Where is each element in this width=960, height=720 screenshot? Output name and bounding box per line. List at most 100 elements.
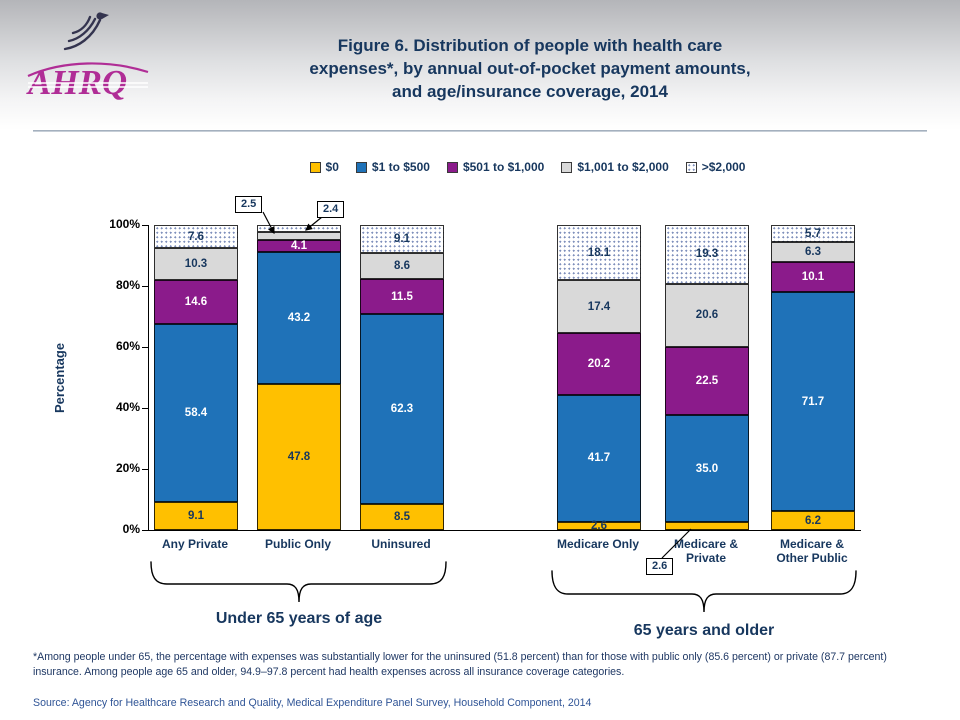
bar-segment <box>257 252 341 385</box>
legend-label: $1,001 to $2,000 <box>577 160 669 174</box>
x-axis-label: Medicare Only <box>556 537 640 551</box>
bar-value-label: 18.1 <box>587 246 611 259</box>
y-axis-title: Percentage <box>52 342 67 414</box>
legend-swatch <box>446 161 458 173</box>
y-axis-tick-label: 0% <box>122 522 140 536</box>
bar-value-label: 41.7 <box>587 452 611 465</box>
y-axis-tick <box>142 224 148 226</box>
callout-box: 2.5 <box>235 196 263 213</box>
bar-value-label: 2.6 <box>591 520 607 533</box>
bar-value-label: 7.6 <box>188 230 204 243</box>
under-65-brace <box>150 561 447 603</box>
bar-value-label: 6.3 <box>805 246 821 258</box>
bar-value-label: 19.3 <box>695 248 719 261</box>
bar-value-label: 9.1 <box>394 232 410 245</box>
bar-segment <box>771 242 855 262</box>
bar-value-label: 62.3 <box>390 403 414 416</box>
bar-segment <box>771 292 855 512</box>
bar-segment <box>360 225 444 253</box>
bar-value-label: 22.5 <box>695 375 719 388</box>
y-axis-tick <box>142 529 148 531</box>
x-axis-label: Medicare & Other Public <box>776 537 848 565</box>
figure-title: Figure 6. Distribution of people with he… <box>100 34 960 103</box>
y-axis-tick <box>142 468 148 470</box>
bar-value-label: 5.7 <box>805 227 821 240</box>
logo-block: AHRQ <box>24 4 184 108</box>
chart-legend: $0 $1 to $500 $501 to $1,000 $1,001 to $2,0… <box>0 160 960 174</box>
hhs-eagle-logo <box>63 12 109 51</box>
legend-item: $1 to $500 <box>355 160 430 174</box>
y-axis-tick <box>142 285 148 287</box>
bar-segment <box>154 225 238 249</box>
bar-segment <box>154 248 238 280</box>
bar-segment <box>665 283 749 347</box>
legend-swatch <box>355 161 367 173</box>
legend-swatch <box>309 161 321 173</box>
bar-segment <box>557 225 641 281</box>
bar-value-label: 9.1 <box>188 510 204 523</box>
group-label-under-65: Under 65 years of age <box>215 610 383 627</box>
bar-value-label: 17.4 <box>587 300 611 313</box>
bar-value-label: 20.6 <box>695 309 719 322</box>
x-axis-label: Public Only <box>264 537 331 551</box>
bar-segment <box>154 502 238 530</box>
group-label-65-older: 65 years and older <box>633 622 775 639</box>
callout-box: 2.6 <box>646 558 674 575</box>
over-65-brace <box>551 570 857 613</box>
ahrq-logo: AHRQ <box>26 62 149 102</box>
bar-value-label: 43.2 <box>287 312 311 325</box>
bar-value-label: 10.3 <box>184 257 208 270</box>
bar-value-label: 8.6 <box>394 259 410 272</box>
legend-item: $1,001 to $2,000 <box>561 160 669 174</box>
bar-segment <box>154 279 238 325</box>
bar-segment <box>665 415 749 523</box>
figure-title-line-1: Figure 6. Distribution of people with he… <box>337 36 723 55</box>
y-axis-tick <box>142 407 148 409</box>
bar-segment <box>771 225 855 243</box>
legend-label: $501 to $1,000 <box>462 160 545 174</box>
legend-label: $0 <box>325 160 339 174</box>
bar-segment <box>557 522 641 530</box>
bar-segment <box>360 504 444 530</box>
bar-value-label: 35.0 <box>695 462 719 475</box>
legend-swatch <box>561 161 573 173</box>
bar-segment <box>154 324 238 503</box>
bar-value-label: 20.2 <box>587 358 611 371</box>
x-axis-label: Any Private <box>161 537 229 551</box>
bar-segment <box>257 239 341 253</box>
legend-swatch <box>685 161 697 173</box>
y-axis-tick-label: 40% <box>115 400 140 414</box>
bar-segment <box>257 232 341 240</box>
bar-value-label: 6.2 <box>805 514 821 527</box>
bar-value-label: 14.6 <box>184 295 208 308</box>
bar-segment <box>360 252 444 279</box>
bar-value-label: 10.1 <box>801 271 825 284</box>
header-divider <box>33 130 927 132</box>
header-banner <box>0 0 960 130</box>
footnote-text: *Among people under 65, the percentage w… <box>33 651 887 678</box>
bar-value-label: 4.1 <box>291 240 307 253</box>
legend-item: $0 <box>309 160 339 174</box>
bar-segment <box>771 511 855 530</box>
bar-value-label: 58.4 <box>184 407 208 420</box>
bar-value-label: 8.5 <box>394 511 410 524</box>
bar-value-label: 47.8 <box>287 451 311 464</box>
bar-segment <box>665 346 749 416</box>
y-axis-tick-label: 80% <box>115 278 140 292</box>
source-text: Source: Agency for Healthcare Research a… <box>33 697 592 709</box>
bar-value-label: 11.5 <box>391 290 413 303</box>
bar-segment <box>557 280 641 334</box>
figure-title-line-2: expenses*, by annual out-of-pocket payme… <box>309 59 751 78</box>
bar-segment <box>360 314 444 505</box>
bar-segment <box>257 384 341 530</box>
legend-label: $1 to $500 <box>371 160 430 174</box>
legend-item: >$2,000 <box>685 160 745 174</box>
callout-box: 2.4 <box>317 201 345 218</box>
plot-area: 9.1 58.4 14.6 10.3 7.6 47.8 43.2 4.1 8.5 62.3 11.5… <box>148 225 861 533</box>
bar-segment <box>557 394 641 523</box>
figure-title-line-3: and age/insurance coverage, 2014 <box>392 82 668 101</box>
bar-segment <box>360 279 444 315</box>
bar-segment <box>665 225 749 284</box>
bar-value-label: 71.7 <box>801 395 825 408</box>
